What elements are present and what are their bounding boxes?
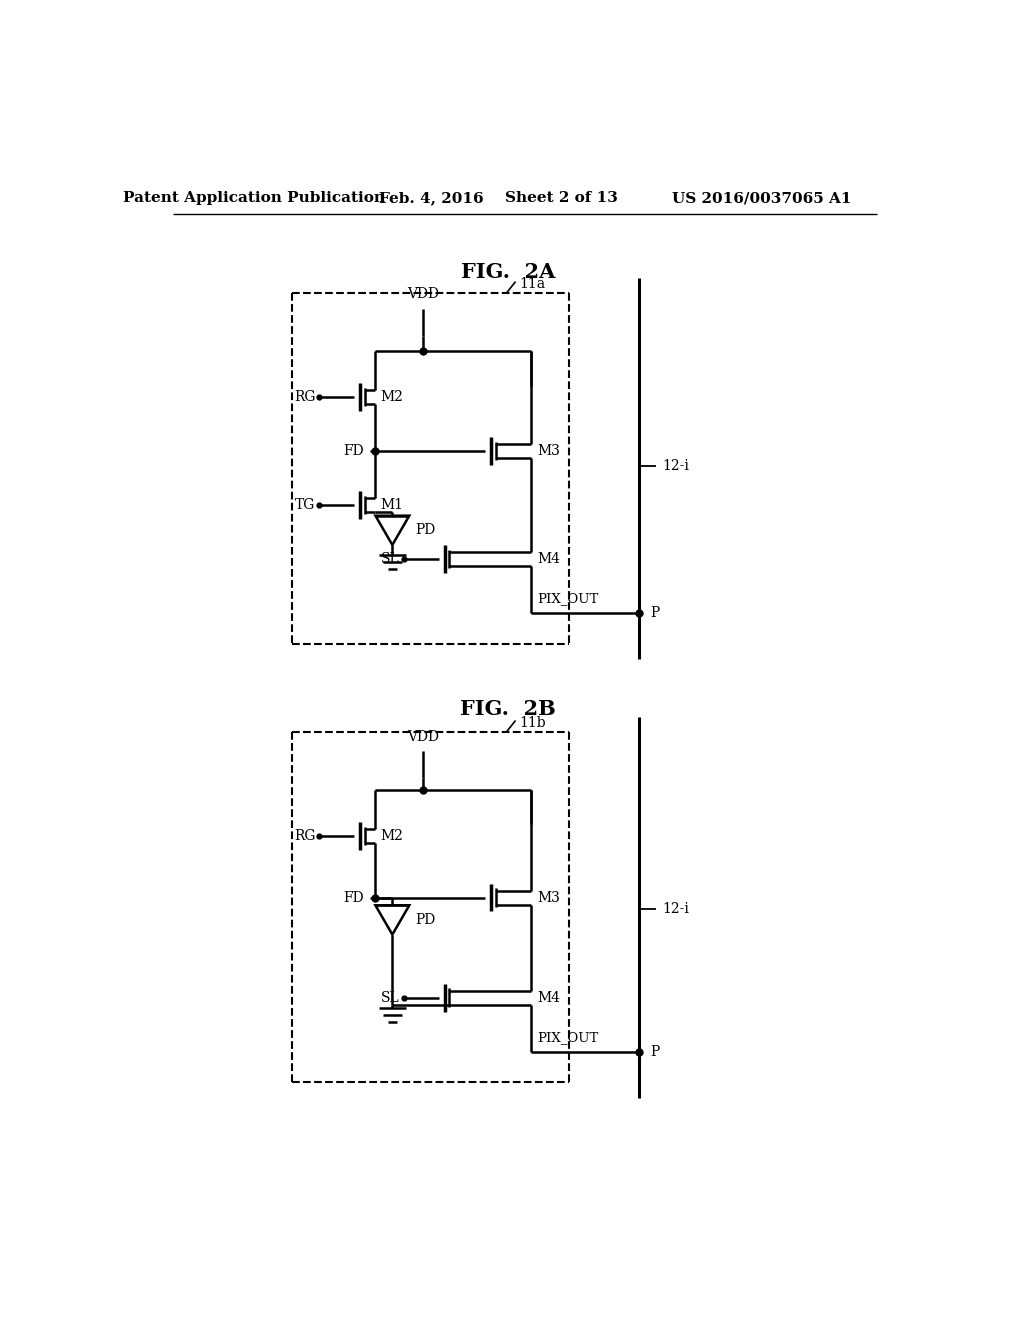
Text: PD: PD [416,913,435,927]
Text: 12-i: 12-i [662,902,689,916]
Text: FIG.  2A: FIG. 2A [461,263,555,282]
Text: US 2016/0037065 A1: US 2016/0037065 A1 [672,191,852,206]
Text: Patent Application Publication: Patent Application Publication [123,191,385,206]
Text: VDD: VDD [408,286,439,301]
Text: 12-i: 12-i [662,459,689,474]
Text: M3: M3 [538,891,560,904]
Text: TG: TG [295,498,315,512]
Text: P: P [650,1044,659,1059]
Text: 11a: 11a [519,277,546,290]
Text: PIX_OUT: PIX_OUT [538,591,598,605]
Text: FD: FD [343,891,364,904]
Text: RG: RG [294,391,315,404]
Text: SL: SL [381,991,400,1005]
Text: PIX_OUT: PIX_OUT [538,1031,598,1044]
Text: Feb. 4, 2016: Feb. 4, 2016 [379,191,483,206]
Text: FD: FD [343,444,364,458]
Text: M2: M2 [380,829,402,843]
Text: M1: M1 [380,498,403,512]
Text: M2: M2 [380,391,402,404]
Text: M4: M4 [538,991,560,1005]
Text: SL: SL [381,552,400,566]
Text: PD: PD [416,523,435,537]
Text: 11b: 11b [519,715,546,730]
Text: M3: M3 [538,444,560,458]
Text: M4: M4 [538,552,560,566]
Text: FIG.  2B: FIG. 2B [460,700,556,719]
Text: VDD: VDD [408,730,439,743]
Text: P: P [650,606,659,619]
Text: Sheet 2 of 13: Sheet 2 of 13 [505,191,618,206]
Text: RG: RG [294,829,315,843]
